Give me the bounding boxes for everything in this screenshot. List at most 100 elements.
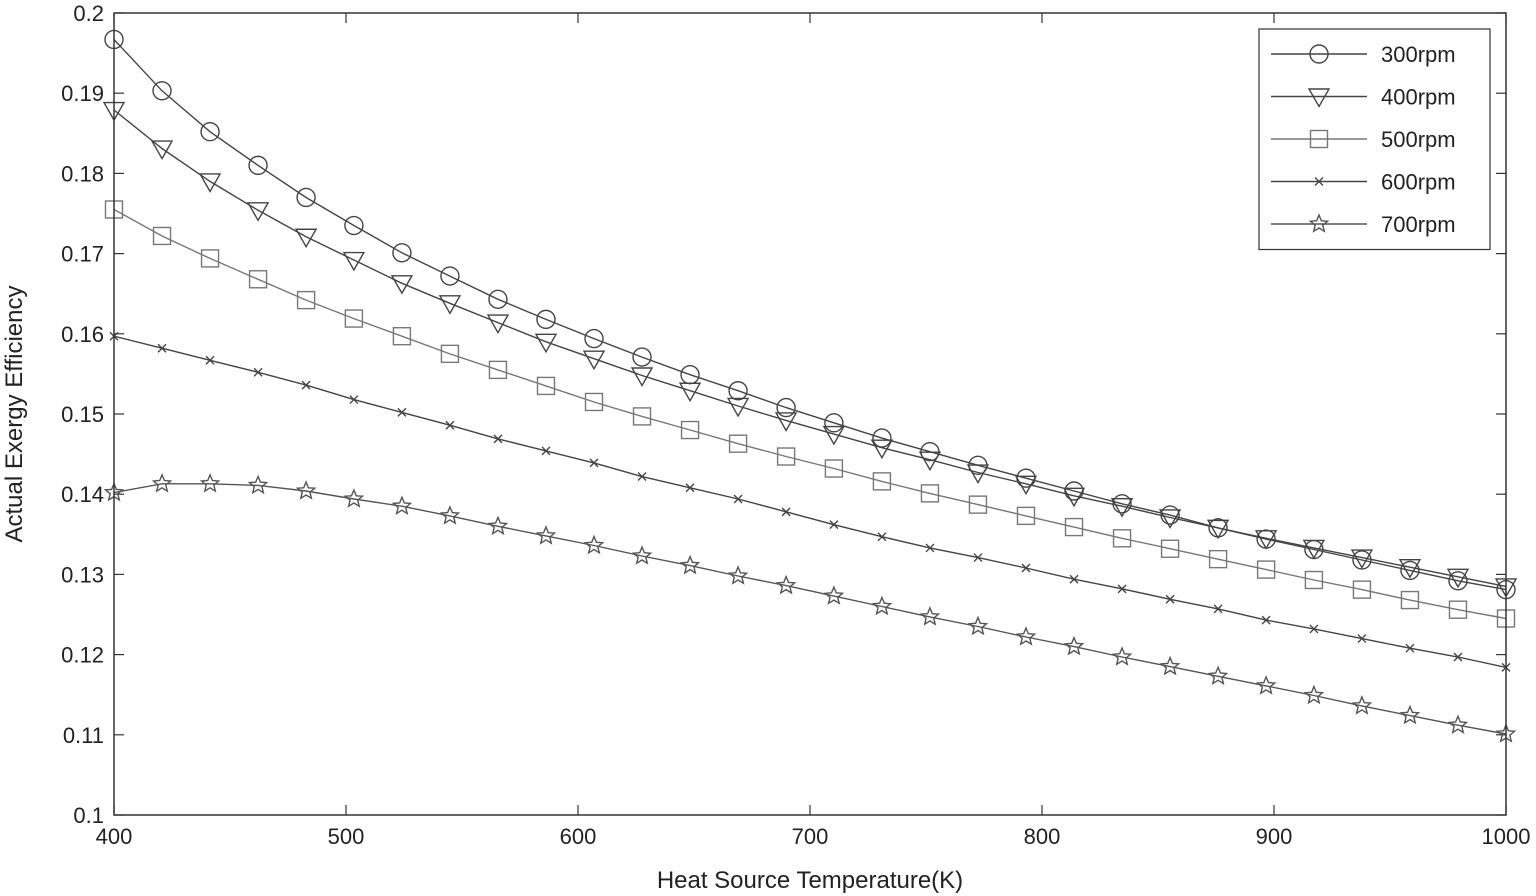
legend-item-300rpm: 300rpm [1271,42,1456,67]
legend-marker [1307,88,1331,108]
x-tick-label: 700 [792,824,829,849]
data-point-700rpm [199,472,221,493]
data-point-700rpm [391,495,413,516]
plot-frame [113,12,1507,816]
data-point-700rpm [535,525,557,545]
data-point-600rpm [589,458,599,468]
data-point-500rpm [248,270,268,289]
data-point-400rpm [678,382,702,403]
legend-label: 400rpm [1381,85,1456,110]
data-point-400rpm [438,295,462,315]
data-point-700rpm [727,565,749,585]
data-point-500rpm [728,434,748,453]
data-point-400rpm [198,173,222,193]
legend: 300rpm 400rpm 500rpm 600rpm 700rpm [1258,28,1491,251]
data-point-300rpm [1400,560,1420,581]
x-axis-title: Heat Source Temperature(K) [657,867,963,894]
x-tick-label: 400 [96,824,133,849]
data-point-400rpm [1206,519,1230,540]
data-point-300rpm [488,289,508,310]
data-point-600rpm [1405,643,1415,653]
data-point-400rpm [966,464,990,484]
data-point-400rpm [1254,530,1278,550]
data-point-300rpm [824,413,844,433]
x-tick-label: 600 [560,824,597,849]
legend-marker [1314,177,1324,186]
data-point-600rpm [1453,652,1463,662]
data-point-300rpm [728,381,748,401]
data-point-700rpm [1015,626,1037,646]
y-axis-title: Actual Exergy Efficiency [1,285,28,542]
data-point-400rpm [918,451,942,472]
data-point-300rpm [632,347,652,367]
x-axis-ticks: 400 500 600 700 800 900 1000 [96,13,1531,849]
y-tick-label: 0.2 [73,1,104,26]
data-point-700rpm [1351,695,1373,715]
data-point-500rpm [200,249,220,268]
data-point-500rpm [1256,560,1276,579]
x-tick-label: 500 [328,824,365,849]
y-tick-label: 0.18 [61,161,104,186]
data-point-600rpm [1021,563,1031,573]
data-point-400rpm [1446,568,1470,589]
data-point-400rpm [534,333,558,354]
data-point-600rpm [1069,574,1079,584]
data-point-600rpm [1213,604,1223,614]
data-point-500rpm [1016,506,1036,526]
legend-marker [1308,213,1330,233]
data-point-600rpm [349,395,359,405]
legend-label: 500rpm [1381,127,1456,152]
data-point-600rpm [1357,634,1367,644]
data-point-400rpm [774,412,798,432]
data-point-700rpm [343,488,365,508]
legend-label: 300rpm [1381,42,1456,67]
data-point-600rpm [685,483,695,493]
data-point-700rpm [583,534,605,555]
data-point-700rpm [1063,635,1085,656]
data-point-500rpm [1400,590,1420,610]
data-point-700rpm [823,585,845,605]
data-point-300rpm [200,121,220,142]
data-point-400rpm [1014,475,1038,496]
data-point-400rpm [1110,498,1134,518]
data-point-500rpm [1352,580,1372,599]
data-point-700rpm [487,515,509,536]
data-point-400rpm [870,439,894,460]
data-point-500rpm [344,309,364,328]
data-point-400rpm [1350,549,1374,569]
data-point-700rpm [631,545,653,565]
data-point-400rpm [1158,509,1182,529]
data-point-400rpm [1062,487,1086,508]
y-tick-label: 0.13 [61,562,104,587]
y-tick-label: 0.15 [61,402,104,427]
data-point-300rpm [296,187,316,208]
data-point-700rpm [775,574,797,595]
data-point-700rpm [1111,646,1133,666]
series-line-600rpm [113,335,1507,669]
data-point-400rpm [822,425,846,446]
data-point-500rpm [488,360,508,380]
data-point-400rpm [630,367,654,387]
x-tick-label: 1000 [1482,824,1531,849]
data-point-400rpm [342,251,366,272]
y-tick-label: 0.12 [61,643,104,668]
series-layer [102,29,1518,743]
data-point-300rpm [536,309,556,330]
data-point-600rpm [973,553,983,563]
y-axis-ticks: 0.1 0.11 0.12 0.13 0.14 0.15 0.16 0.17 0.18 0.19 0… [61,1,1506,828]
data-point-600rpm [493,434,503,444]
y-tick-label: 0.14 [61,482,104,507]
data-point-400rpm [390,275,414,295]
legend-item-400rpm: 400rpm [1271,85,1456,110]
series-600rpm [109,331,1511,672]
data-point-600rpm [397,407,407,417]
data-point-400rpm [246,202,270,222]
data-point-700rpm [151,472,173,493]
data-point-600rpm [1261,615,1271,625]
data-point-500rpm [296,290,316,310]
data-point-500rpm [392,327,412,346]
data-point-600rpm [157,343,167,353]
data-point-600rpm [1309,624,1319,634]
legend-item-600rpm: 600rpm [1271,170,1456,195]
